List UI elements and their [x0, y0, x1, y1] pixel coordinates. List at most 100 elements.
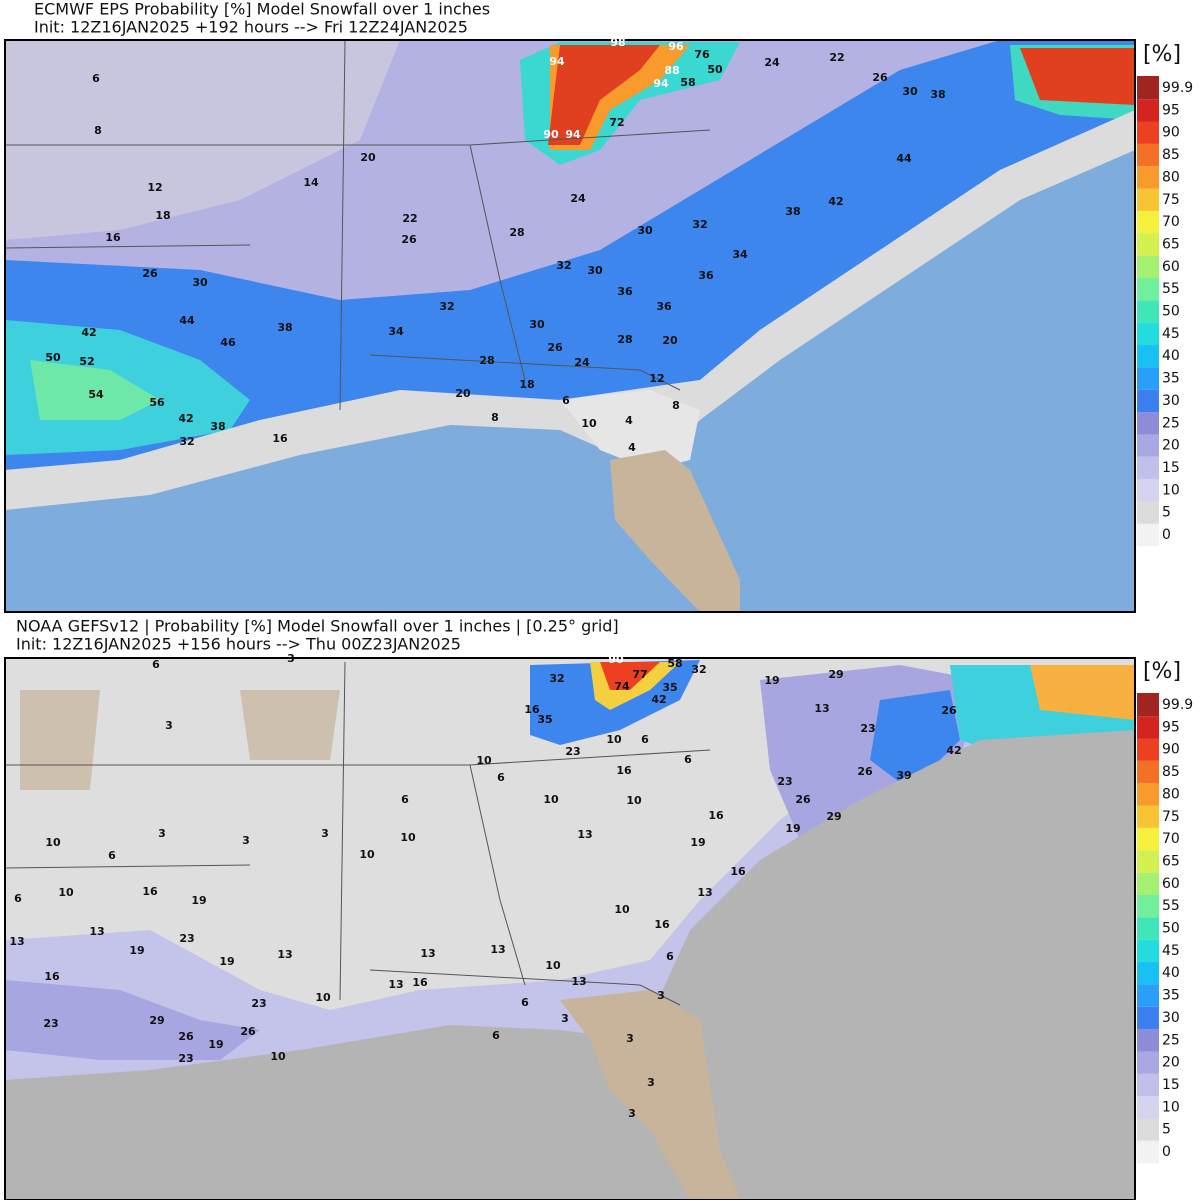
point-value: 10 — [614, 903, 630, 916]
map-frame — [4, 39, 1136, 613]
point-value: 34 — [388, 325, 404, 338]
colorbar-tick-label: 85 — [1162, 147, 1180, 163]
point-value: 19 — [219, 955, 234, 968]
point-value: 6 — [492, 1029, 500, 1042]
colorbar-tick-label: 35 — [1162, 371, 1180, 387]
colorbar-segment — [1137, 456, 1159, 480]
point-value: 6 — [108, 849, 116, 862]
colorbar-segment — [1137, 1051, 1159, 1074]
colorbar-segment — [1137, 479, 1159, 502]
point-value: 76 — [694, 48, 710, 61]
colorbar-segment — [1137, 917, 1159, 940]
point-value: 12 — [147, 181, 162, 194]
colorbar-tick-label: 55 — [1162, 281, 1180, 297]
point-value: 16 — [142, 885, 158, 898]
point-value: 8 — [491, 411, 499, 424]
point-value: 6 — [92, 72, 100, 85]
colorbar-segment — [1137, 434, 1159, 457]
point-value: 23 — [777, 775, 792, 788]
colorbar-tick-label: 60 — [1162, 259, 1180, 275]
point-value: 19 — [764, 674, 779, 687]
colorbar-segment — [1137, 894, 1159, 918]
point-value: 23 — [565, 745, 580, 758]
colorbar-unit: [%] — [1143, 659, 1181, 684]
point-value: 22 — [402, 212, 417, 225]
colorbar-tick-label: 10 — [1162, 482, 1180, 498]
point-value: 50 — [45, 351, 61, 364]
point-value: 19 — [785, 822, 800, 835]
point-value: 6 — [152, 658, 160, 671]
colorbar-tick-label: 60 — [1162, 876, 1180, 892]
point-value: 10 — [545, 959, 561, 972]
point-value: 22 — [829, 51, 844, 64]
colorbar-tick-label: 40 — [1162, 965, 1180, 981]
point-value: 13 — [577, 828, 592, 841]
point-value: 23 — [860, 722, 875, 735]
point-value: 52 — [79, 355, 94, 368]
point-value: 20 — [662, 334, 678, 347]
colorbar-tick-label: 85 — [1162, 764, 1180, 780]
point-value: 36 — [656, 300, 672, 313]
point-value: 8 — [672, 399, 680, 412]
point-value: 32 — [439, 300, 454, 313]
colorbar-segment — [1137, 1118, 1159, 1141]
colorbar-tick-label: 95 — [1162, 102, 1180, 118]
colorbar-tick-label: 80 — [1162, 786, 1180, 802]
point-value: 23 — [251, 997, 266, 1010]
point-value: 10 — [359, 848, 375, 861]
colorbar-tick-label: 30 — [1162, 1010, 1180, 1026]
point-value: 96 — [668, 40, 684, 53]
point-value: 13 — [814, 702, 829, 715]
colorbar-segment — [1137, 693, 1159, 717]
point-value: 38 — [930, 88, 945, 101]
point-value: 94 — [565, 128, 581, 141]
colorbar-tick-label: 10 — [1162, 1099, 1180, 1115]
point-value: 3 — [321, 827, 329, 840]
subtitle: Init: 12Z16JAN2025 +192 hours --> Fri 12… — [34, 18, 468, 37]
colorbar-segment — [1137, 255, 1159, 278]
point-value: 94 — [549, 55, 565, 68]
point-value: 3 — [628, 1107, 636, 1120]
point-value: 23 — [179, 932, 194, 945]
colorbar-segment — [1137, 1006, 1159, 1030]
colorbar-tick-label: 25 — [1162, 415, 1180, 431]
point-value: 16 — [412, 976, 428, 989]
point-value: 58 — [667, 657, 682, 670]
colorbar-segment — [1137, 984, 1159, 1007]
point-value: 24 — [574, 356, 590, 369]
point-value: 16 — [616, 764, 632, 777]
colorbar-tick-label: 45 — [1162, 943, 1180, 959]
colorbar-segment — [1137, 760, 1159, 784]
colorbar-tick-label: 20 — [1162, 438, 1180, 454]
point-value: 77 — [632, 668, 647, 681]
point-value: 30 — [637, 224, 653, 237]
colorbar-unit: [%] — [1143, 42, 1181, 67]
point-value: 3 — [158, 827, 166, 840]
colorbar-tick-label: 75 — [1162, 192, 1180, 208]
point-value: 20 — [360, 151, 376, 164]
colorbar-tick-label: 65 — [1162, 236, 1180, 252]
colorbar-segment — [1137, 121, 1159, 144]
colorbar-segment — [1137, 76, 1159, 100]
point-value: 23 — [178, 1052, 193, 1065]
point-value: 18 — [155, 209, 170, 222]
point-value: 38 — [785, 205, 800, 218]
colorbar-segment — [1137, 827, 1159, 851]
colorbar-segment — [1137, 389, 1159, 413]
colorbar-tick-label: 0 — [1162, 1144, 1171, 1160]
point-value: 44 — [896, 152, 912, 165]
point-value: 13 — [420, 947, 435, 960]
colorbar-segment — [1137, 345, 1159, 368]
colorbar-tick-label: 45 — [1162, 326, 1180, 342]
point-value: 42 — [828, 195, 843, 208]
point-value: 13 — [277, 948, 292, 961]
colorbar-tick-label: 90 — [1162, 125, 1180, 141]
point-value: 32 — [556, 259, 571, 272]
point-value: 20 — [455, 387, 471, 400]
point-value: 16 — [654, 918, 670, 931]
colorbar-segment — [1137, 322, 1159, 346]
point-value: 10 — [315, 991, 331, 1004]
point-value: 12 — [649, 372, 664, 385]
colorbar-tick-label: 50 — [1162, 304, 1180, 320]
colorbar-tick-label: 90 — [1162, 742, 1180, 758]
